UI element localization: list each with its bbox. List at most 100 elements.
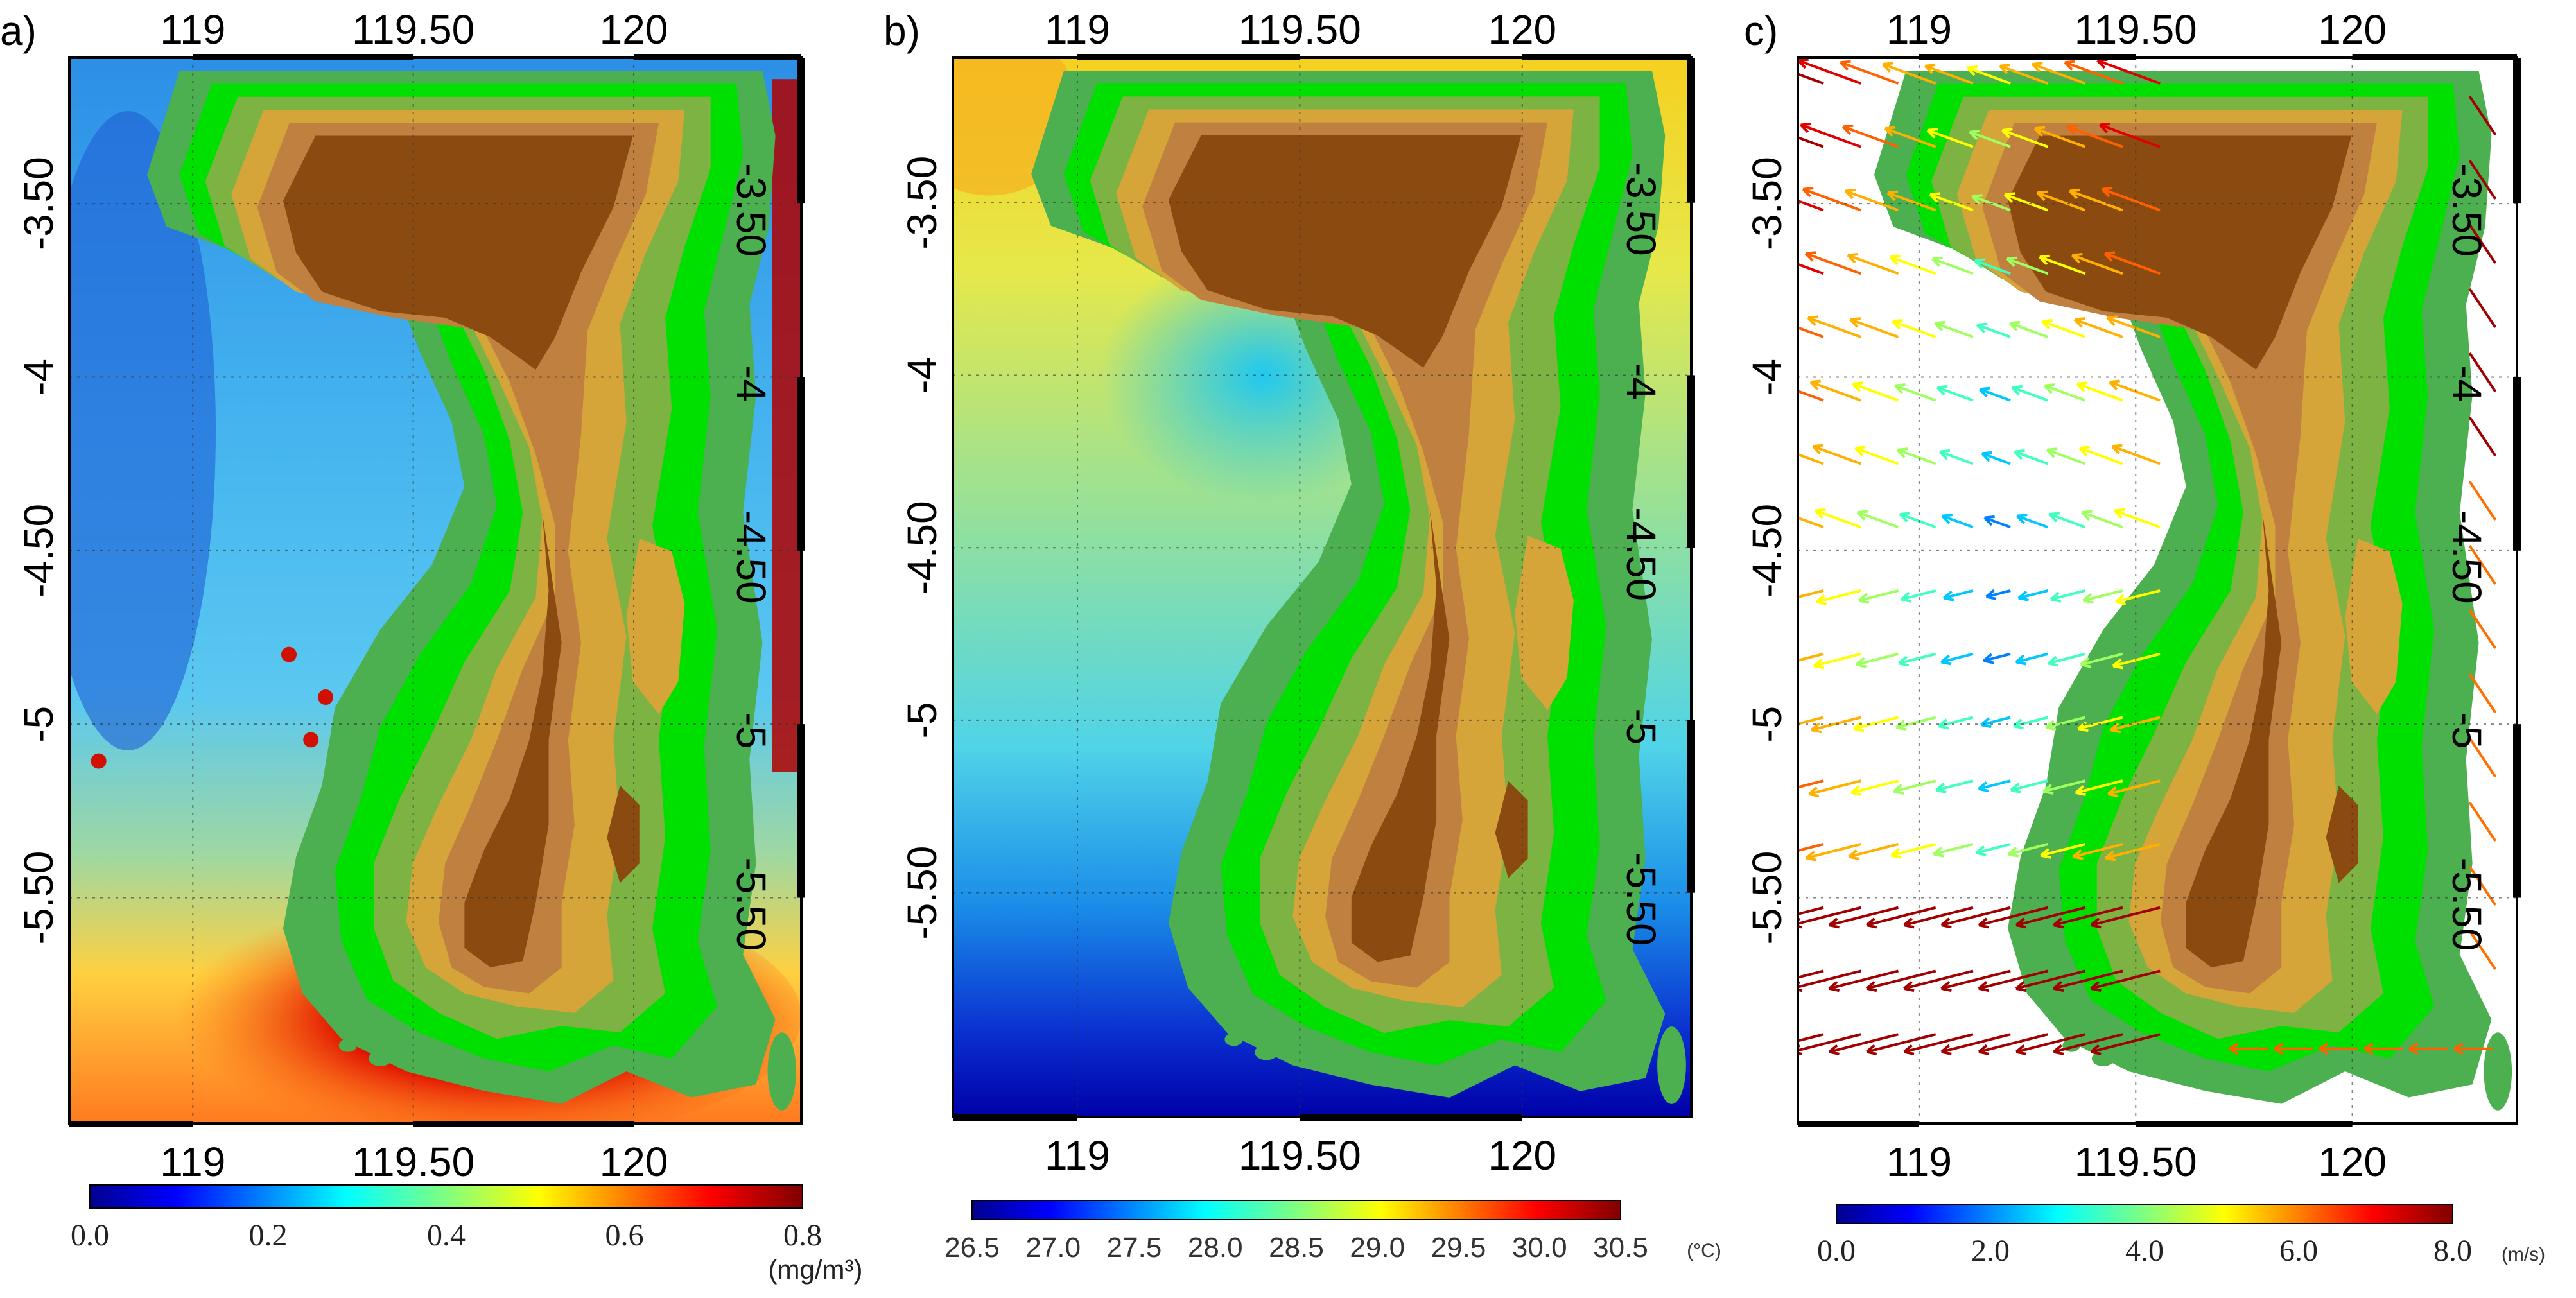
- wind-vector-arrow: [1899, 513, 1936, 529]
- wind-vector-arrow: [1981, 716, 2011, 727]
- colorbar-tick-label: 28.0: [1188, 1232, 1243, 1263]
- map-field-c: [1798, 58, 2517, 1123]
- wind-vector-arrow: [2015, 1033, 2086, 1053]
- colorbar-tick-label: 30.0: [1512, 1232, 1567, 1263]
- right-latitude-tick: -5.50: [1618, 852, 1664, 946]
- wind-vector-arrow: [1798, 906, 1861, 925]
- right-latitude-tick: -5: [1618, 708, 1664, 745]
- map-panel-a: 119 119.50 120 119 119.50 120 -3.50 -4 -4.50 -5 -5…: [0, 6, 862, 1285]
- wind-vector-arrow: [1941, 1033, 2011, 1053]
- wind-vector-arrow: [1798, 969, 1861, 989]
- wind-vector-arrow: [1798, 59, 1861, 85]
- top-longitude-tick: 119: [160, 6, 225, 53]
- left-latitude-tick: -3.50: [899, 156, 945, 250]
- wind-vector-arrow: [1892, 320, 1936, 338]
- wind-vector-arrow: [1798, 199, 1824, 212]
- wind-vector-arrow: [1858, 589, 1899, 602]
- wind-vector-arrow: [2112, 652, 2161, 668]
- wind-vector-arrow: [2053, 906, 2123, 927]
- wind-vector-arrow: [2012, 386, 2049, 402]
- wind-vector-arrow: [1798, 716, 1824, 725]
- wind-vector-arrow: [1940, 652, 1974, 664]
- wind-vector-arrow: [2078, 716, 2123, 731]
- bottom-longitude-tick: 119: [1886, 1139, 1952, 1185]
- colorbar: [89, 1184, 803, 1209]
- wind-vector-arrow: [1976, 843, 2011, 854]
- wind-vector-arrow: [1884, 127, 1936, 148]
- wind-vector-arrow: [1924, 64, 1974, 85]
- wind-vector-arrow: [2099, 123, 2161, 148]
- left-latitude-tick: -4.50: [1744, 504, 1790, 598]
- wind-vector-arrow: [1850, 779, 1899, 794]
- map-panel-c: 119 119.50 120 119 119.50 120 -3.50 -4 -4.50 -5 -5…: [1744, 6, 2545, 1268]
- right-latitude-tick: -4.50: [2444, 510, 2490, 604]
- top-longitude-tick: 119.50: [2075, 6, 2197, 53]
- colorbar-tick-label: 28.5: [1269, 1232, 1324, 1263]
- wind-vector-arrow: [1895, 716, 1936, 729]
- wind-vector-arrow: [2042, 779, 2086, 793]
- left-latitude-tick: -5: [15, 706, 62, 743]
- right-latitude-tick: -3.50: [2444, 163, 2490, 257]
- colorbar-tick-label: 29.0: [1350, 1232, 1405, 1263]
- wind-vector-arrow: [1897, 448, 1936, 465]
- wind-vector-arrow: [2091, 1033, 2161, 1053]
- wind-vector-arrow: [2015, 906, 2086, 927]
- panels: 119 119.50 120 119 119.50 120 -3.50 -4 -4.50 -5 -5…: [0, 6, 2545, 1285]
- left-latitude-tick: -4: [1744, 359, 1790, 395]
- wind-vector-arrow: [2091, 969, 2161, 990]
- wind-vector-arrow: [1798, 326, 1824, 338]
- wind-vector-arrow: [1978, 779, 2011, 790]
- wind-vector-arrow: [1901, 589, 1936, 601]
- wind-vector-arrow: [1969, 130, 2011, 148]
- wind-vector-arrow: [2102, 187, 2161, 212]
- left-latitude-tick: -5.50: [15, 851, 62, 945]
- wind-vector-arrow: [1927, 128, 1974, 148]
- wind-vector-arrow: [2096, 59, 2161, 85]
- wind-vector-arrow: [1815, 509, 1861, 529]
- wind-vector-arrow: [1978, 1033, 2048, 1053]
- wind-vector-arrow: [1798, 73, 1824, 85]
- bottom-longitude-tick: 120: [600, 1139, 668, 1185]
- wind-vector-arrow: [1979, 388, 2011, 402]
- wind-vector-arrow: [1810, 381, 1861, 402]
- wind-vector-arrow: [2009, 322, 2049, 338]
- wind-vector-arrow: [1984, 516, 2011, 529]
- top-longitude-tick: 119: [1045, 6, 1110, 53]
- wind-vector-arrow: [2074, 318, 2123, 338]
- wind-vector-arrow: [2045, 716, 2086, 729]
- wind-vector-arrow: [2032, 63, 2086, 85]
- wind-vector-arrow: [1798, 390, 1824, 402]
- wind-vector-arrow: [1999, 64, 2049, 85]
- bottom-longitude-tick: 119.50: [1239, 1132, 1361, 1179]
- top-longitude-tick: 119: [1886, 6, 1952, 53]
- wind-vector-arrow: [1811, 716, 1861, 732]
- wind-vector-arrow: [1894, 384, 1936, 402]
- right-latitude-tick: -3.50: [1618, 162, 1664, 256]
- wind-vector-arrow: [1853, 716, 1899, 731]
- wind-vector-arrow: [1802, 187, 1861, 212]
- wind-vector-arrow: [2013, 716, 2048, 728]
- bottom-longitude-tick: 119.50: [2075, 1139, 2197, 1185]
- wind-vector-arrow: [1898, 652, 1936, 665]
- wind-vector-arrow: [1798, 906, 1824, 916]
- wind-vector-arrow: [1800, 123, 1861, 148]
- wind-vector-arrow: [1866, 906, 1936, 927]
- colorbar-unit: (mg/m³): [769, 1254, 863, 1285]
- wind-vector-arrow: [2041, 843, 2086, 857]
- wind-vector-arrow: [2110, 716, 2161, 732]
- wind-vector-arrow: [2048, 652, 2086, 665]
- wind-vector-arrow: [1983, 652, 2011, 662]
- wind-vector-arrow: [1829, 1033, 1899, 1053]
- wind-vector-arrow: [2010, 779, 2048, 792]
- wind-vector-arrow: [1942, 514, 1974, 529]
- wind-vector-arrow: [1840, 61, 1899, 85]
- wind-vector-arrow: [1856, 652, 1899, 666]
- wind-vector-arrow: [1866, 969, 1936, 990]
- colorbar-tick-label: 26.5: [944, 1232, 1000, 1263]
- right-latitude-tick: -3.50: [728, 163, 774, 257]
- wind-vector-arrow: [1974, 259, 2011, 275]
- wind-vector-arrow: [2091, 906, 2161, 927]
- wind-vector-arrow: [1845, 189, 1899, 212]
- chlorophyll-hotspot: [303, 732, 319, 748]
- colorbar-tick-label: 0.4: [427, 1218, 466, 1252]
